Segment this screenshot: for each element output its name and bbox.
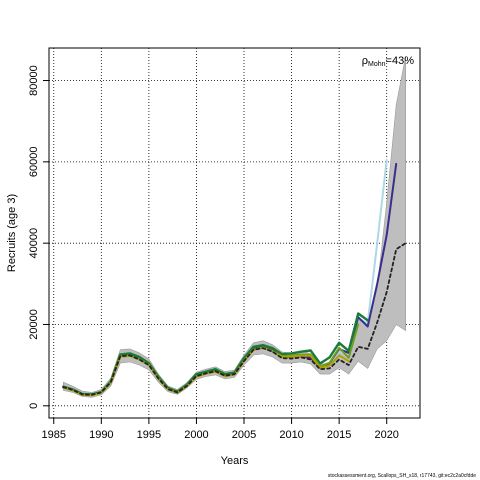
- y-tick-label: 0: [28, 403, 40, 409]
- plot-frame: [48, 47, 421, 419]
- series-line-3: [62, 312, 369, 396]
- mohn-rho-subscript: Mohn: [368, 61, 386, 68]
- mohn-rho-annotation: ρMohn=43%: [362, 55, 414, 68]
- x-tick-label: 1985: [42, 429, 66, 441]
- x-tick-label: 2005: [232, 429, 256, 441]
- confidence-band-layer: [63, 56, 406, 398]
- series-line-6: [62, 242, 407, 396]
- x-tick-label: 2010: [279, 429, 303, 441]
- axis-layer: 1985 1990 1995 2000 2005 2010 2015 2020 0 20000 40…: [28, 65, 399, 441]
- x-tick-label: 1995: [137, 429, 161, 441]
- y-tick-label: 20000: [28, 309, 40, 340]
- x-axis-title: Years: [221, 455, 249, 467]
- x-tick-label: 2000: [184, 429, 208, 441]
- series-layer: [62, 158, 407, 397]
- x-tick-label: 2015: [327, 429, 351, 441]
- y-tick-label: 60000: [28, 147, 40, 178]
- confidence-band: [63, 56, 406, 398]
- y-tick-label: 80000: [28, 65, 40, 96]
- y-tick-label: 40000: [28, 228, 40, 259]
- mohn-rho-symbol: ρ: [362, 55, 368, 67]
- mohn-rho-value: =43%: [386, 55, 415, 67]
- footer-credit: stockassessment.org, Scallops_SH_s18, r1…: [328, 473, 476, 479]
- x-tick-label: 2020: [374, 429, 398, 441]
- x-tick-label: 1990: [89, 429, 113, 441]
- y-axis-title: Recruits (age 3): [6, 194, 18, 272]
